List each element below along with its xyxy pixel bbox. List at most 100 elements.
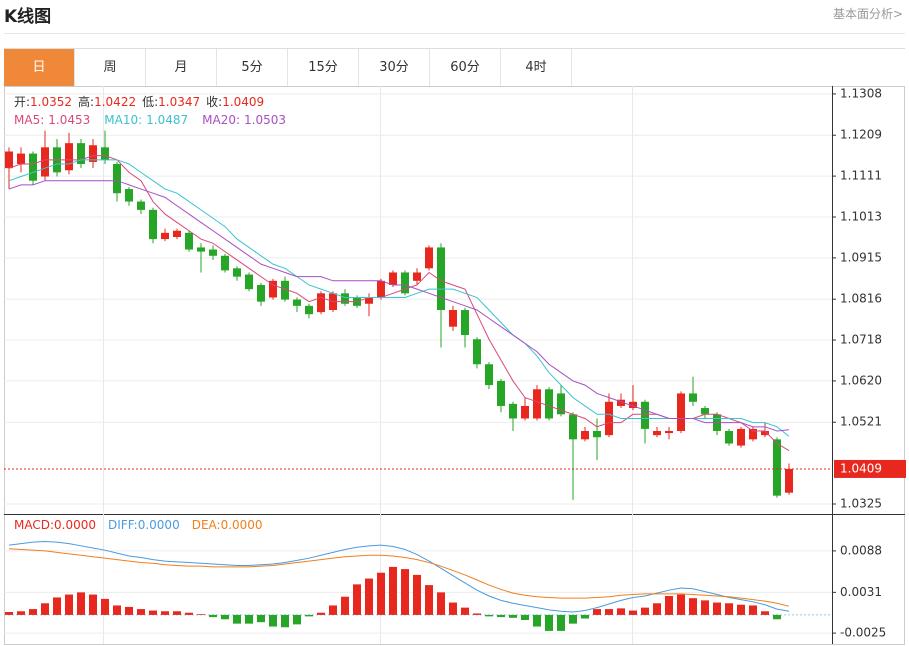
candle-body — [593, 430, 601, 438]
y-tick-label: 1.0718 — [840, 333, 882, 347]
macd-bar — [629, 610, 637, 615]
legend-value: 1.0503 — [244, 113, 286, 127]
candle-body — [29, 153, 37, 181]
y-tick-label: 1.0325 — [840, 496, 882, 510]
macd-bar — [389, 566, 397, 615]
macd-bar — [713, 602, 721, 615]
macd-bar — [497, 614, 505, 618]
y-tick-label: 1.0620 — [840, 373, 882, 387]
period-tab[interactable]: 30分 — [359, 49, 430, 86]
period-tab[interactable]: 日 — [4, 49, 75, 86]
macd-bar — [293, 614, 301, 625]
candle-body — [533, 389, 541, 419]
candle-body — [209, 249, 217, 256]
info-label: 收: — [206, 95, 222, 109]
macd-bar — [77, 592, 85, 615]
macd-bar — [125, 606, 133, 615]
vertical-grid — [103, 86, 633, 644]
macd-bar — [137, 609, 145, 615]
macd-bar — [509, 614, 517, 618]
candle-body — [281, 280, 289, 300]
info-value: 1.0347 — [158, 95, 200, 109]
y-tick-label: 1.1013 — [840, 209, 882, 223]
macd-label: MACD:0.0000 — [14, 518, 96, 532]
y-tick-label: 1.0521 — [840, 415, 882, 429]
period-tab[interactable]: 5分 — [217, 49, 288, 86]
macd-bar — [353, 584, 361, 615]
macd-label: DEA:0.0000 — [192, 518, 263, 532]
candle-body — [389, 272, 397, 285]
y-tick-label: 1.1111 — [840, 169, 882, 183]
macd-bar — [605, 609, 613, 615]
legend-value: 1.0487 — [146, 113, 188, 127]
macd-bar — [689, 598, 697, 615]
macd-bar — [437, 592, 445, 615]
macd-bar — [281, 614, 289, 628]
period-tab[interactable]: 60分 — [430, 49, 501, 86]
candle-body — [101, 147, 109, 160]
fundamental-link[interactable]: 基本面分析> — [832, 7, 903, 21]
macd-bar — [485, 614, 493, 617]
period-tab[interactable]: 4时 — [501, 49, 572, 86]
macd-bar — [29, 609, 37, 615]
macd-bar — [617, 608, 625, 615]
macd-bar — [425, 585, 433, 615]
candle-body — [485, 364, 493, 386]
candle-body — [257, 284, 265, 302]
candle-body — [305, 305, 313, 315]
indicator-line — [8, 540, 790, 613]
y-tick-label: 0.0031 — [840, 585, 882, 599]
macd-bar — [665, 596, 673, 615]
macd-bar — [101, 598, 109, 615]
indicator-line — [8, 159, 790, 437]
candle-body — [113, 164, 121, 194]
period-tab[interactable]: 月 — [146, 49, 217, 86]
y-tick-label: -0.0025 — [840, 626, 886, 640]
candle-body — [785, 468, 793, 493]
candle-body — [401, 272, 409, 294]
chart-frame — [4, 86, 905, 645]
legend-name: MA20: — [202, 113, 240, 127]
macd-bar — [569, 614, 577, 624]
macd-bar — [53, 597, 61, 615]
candle-body — [149, 209, 157, 240]
macd-bar — [701, 600, 709, 615]
macd-bar — [449, 602, 457, 615]
candle-body — [125, 189, 133, 202]
candle-body — [269, 280, 277, 298]
candle-body — [41, 147, 49, 177]
candle-body — [509, 403, 517, 419]
candle-body — [701, 408, 709, 415]
macd-bar — [185, 612, 193, 615]
macd-bar — [749, 605, 757, 615]
macd-bar — [653, 603, 661, 615]
macd-bar — [329, 605, 337, 615]
candle-body — [221, 255, 229, 271]
period-tab[interactable]: 周 — [75, 49, 146, 86]
candle-body — [461, 310, 469, 336]
macd-bar — [269, 614, 277, 627]
macd-bar — [257, 614, 265, 623]
macd-bar — [473, 613, 481, 615]
indicator-line — [8, 180, 790, 432]
period-tab[interactable]: 15分 — [288, 49, 359, 86]
candle-body — [341, 293, 349, 304]
candle-body — [545, 389, 553, 419]
candle-body — [197, 247, 205, 252]
candle-body — [761, 430, 769, 436]
candle-body — [317, 293, 325, 313]
candle-body — [497, 380, 505, 406]
macd-bar — [773, 614, 781, 620]
indicator-line — [8, 548, 790, 607]
macd-bar — [413, 574, 421, 615]
macd-bar — [737, 604, 745, 615]
macd-bar — [533, 614, 541, 627]
candle-body — [245, 274, 253, 290]
macd-bar — [197, 614, 205, 615]
macd-bar — [149, 610, 157, 615]
macd-bar — [65, 594, 73, 615]
candle-body — [569, 414, 577, 440]
macd-label: DIFF:0.0000 — [108, 518, 180, 532]
